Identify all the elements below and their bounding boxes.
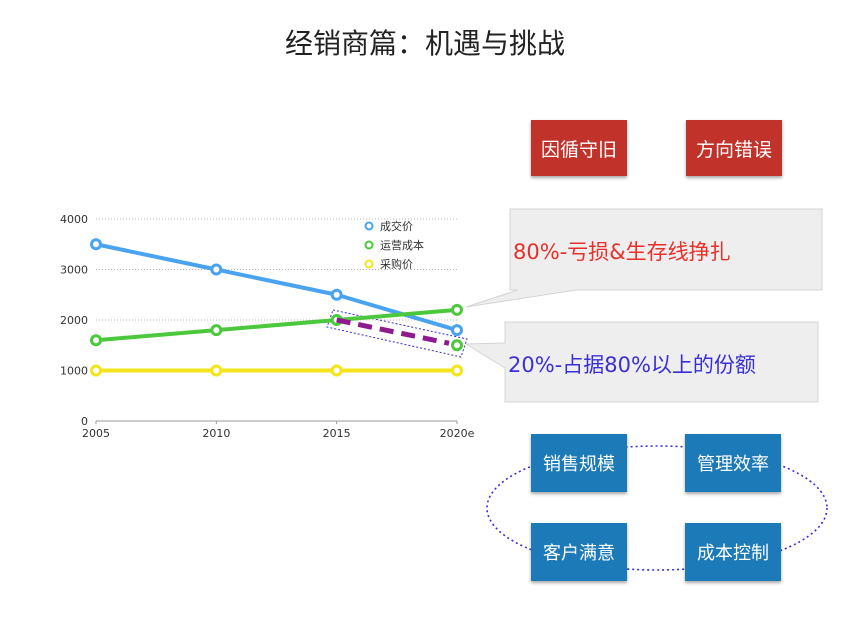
callout-loss-text: 80%-亏损&生存线挣扎	[513, 240, 731, 264]
data-point	[451, 364, 463, 377]
x-axis-ticks: 2005 2010 2015 2020e	[82, 421, 475, 440]
callout-share-text: 20%-占据80%以上的份额	[508, 353, 756, 377]
data-point	[210, 324, 223, 337]
data-point	[210, 364, 223, 377]
data-point	[330, 288, 343, 301]
series-line-0	[95, 242, 458, 333]
cycle-box-management-efficiency: 管理效率	[685, 434, 781, 492]
data-point	[90, 364, 102, 377]
red-box-wrong-direction: 方向错误	[686, 120, 782, 176]
y-tick-label: 0	[81, 415, 88, 428]
cycle-box-cost-control: 成本控制	[685, 523, 781, 581]
legend-label: 运营成本	[380, 238, 424, 252]
x-tick-label: 2005	[82, 427, 110, 440]
slide-title: 经销商篇：机遇与挑战	[284, 27, 565, 60]
legend-marker	[364, 240, 374, 250]
legend-label: 成交价	[380, 219, 413, 233]
red-box-stagnation: 因循守旧	[531, 120, 627, 176]
data-point	[451, 303, 463, 316]
y-tick-label: 1000	[60, 365, 88, 378]
trend-dashed-line	[336, 317, 450, 346]
x-tick-label: 2010	[202, 427, 230, 440]
y-tick-label: 2000	[60, 314, 88, 327]
legend-label: 采购价	[380, 257, 413, 271]
data-point	[90, 238, 102, 251]
data-point	[451, 324, 463, 337]
callout-share-bubble	[464, 321, 819, 403]
series-line-1	[95, 307, 458, 343]
y-axis-ticks: 0 1000 2000 3000 4000	[60, 213, 88, 428]
cycle-box-sales-scale: 销售规模	[531, 434, 627, 492]
x-tick-label: 2015	[323, 427, 351, 440]
data-point	[210, 263, 223, 276]
cycle-box-customer-satisfaction: 客户满意	[531, 523, 627, 581]
legend-marker	[364, 259, 374, 269]
y-tick-label: 4000	[60, 213, 88, 226]
x-tick-label: 2020e	[440, 427, 475, 440]
trend-overlay	[336, 317, 463, 352]
data-point	[90, 334, 102, 347]
trend-end-point	[451, 339, 463, 352]
chart-series	[90, 238, 463, 377]
data-point	[330, 364, 343, 377]
cycle-connector	[486, 445, 828, 571]
legend-marker	[364, 221, 374, 231]
callout-loss-bubble	[465, 208, 823, 308]
y-tick-label: 3000	[60, 264, 88, 277]
trend-highlight-box	[326, 309, 468, 358]
